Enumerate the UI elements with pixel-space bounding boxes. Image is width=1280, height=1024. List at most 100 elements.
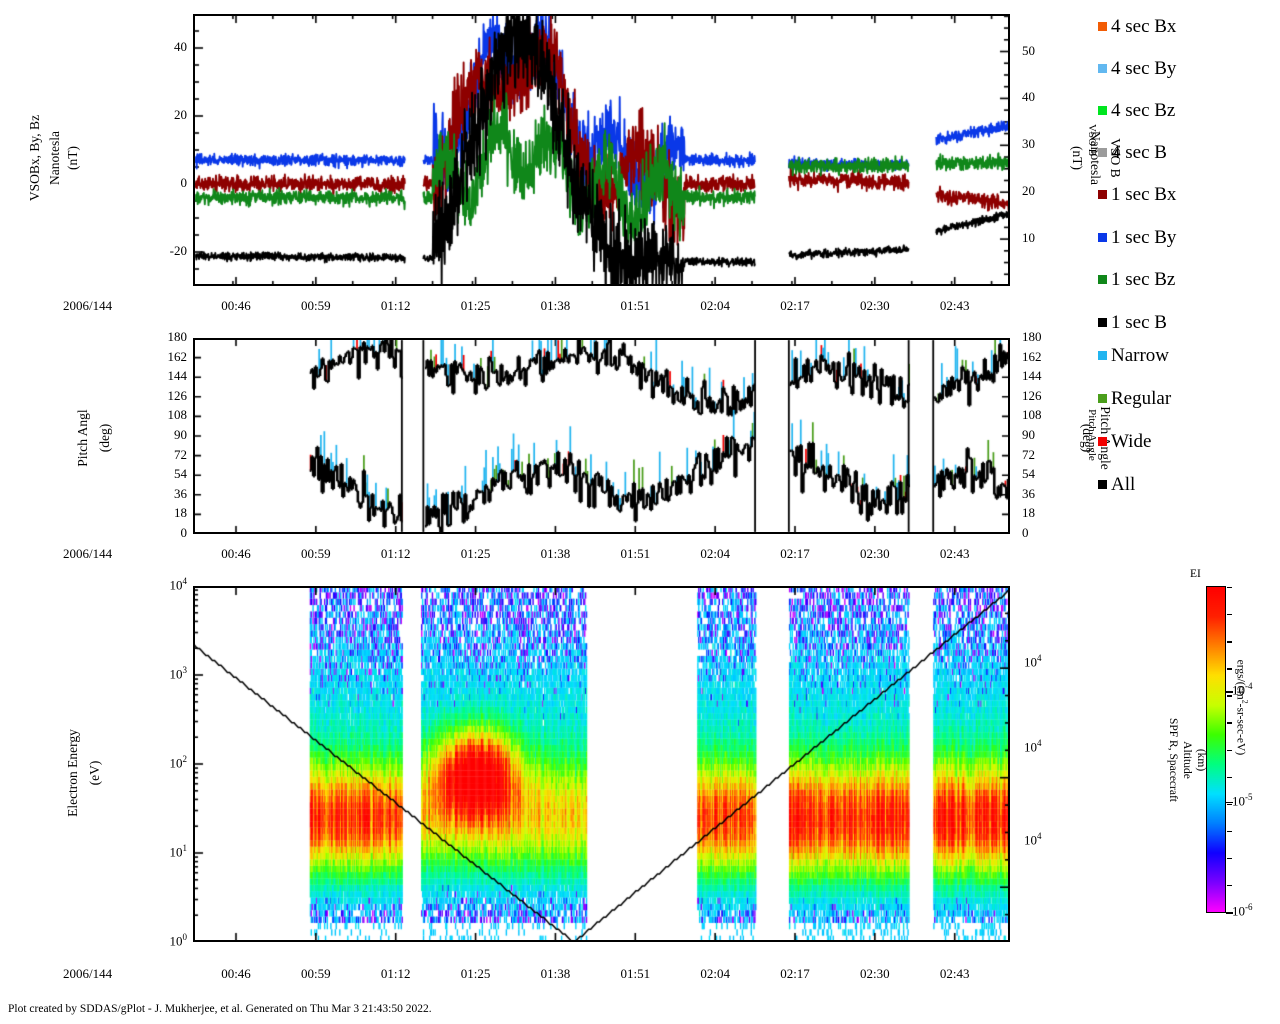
legend-item-4-sec-by[interactable]: 4 sec By bbox=[1098, 59, 1176, 78]
xtick-label: 01:38 bbox=[540, 546, 571, 561]
xtick-label: 01:12 bbox=[380, 966, 411, 981]
colorbar-minor-tick-mark bbox=[1227, 695, 1232, 697]
colorbar-minor-tick-mark bbox=[1227, 912, 1232, 914]
legend-swatch-icon bbox=[1098, 64, 1107, 73]
ytick-label-right: 20 bbox=[1022, 183, 1035, 199]
ytick-label-left: 100 bbox=[169, 932, 188, 949]
legend-item-all[interactable]: All bbox=[1098, 475, 1135, 494]
legend-swatch-icon bbox=[1098, 106, 1107, 115]
colorbar-title: EI bbox=[1190, 568, 1201, 580]
ytick-label-left: 54 bbox=[174, 466, 187, 482]
legend-swatch-icon bbox=[1098, 318, 1107, 327]
legend-item-label: 1 sec Bx bbox=[1111, 184, 1177, 205]
ytick-label-right: 36 bbox=[1022, 485, 1035, 501]
ytick-label-right: 10 bbox=[1022, 230, 1035, 246]
legend-group-label-pitch-angle-text: Pitch Angle bbox=[1086, 409, 1098, 461]
colorbar-minor-tick-mark bbox=[1227, 776, 1232, 778]
legend-swatch-icon bbox=[1098, 275, 1107, 284]
colorbar-tick-label: 10-6 bbox=[1232, 902, 1253, 919]
colorbar-left-label-line2: Altitude bbox=[1181, 741, 1193, 779]
legend-item-label: Wide bbox=[1111, 431, 1152, 452]
spectrogram-ylabel-left: Electron Energy (eV) bbox=[18, 729, 158, 817]
legend-item-label: 1 sec By bbox=[1111, 227, 1177, 248]
xtick-label: 01:25 bbox=[460, 966, 491, 981]
legend-item-label: Narrow bbox=[1111, 345, 1170, 366]
ytick-label-left: 0 bbox=[180, 175, 188, 190]
colorbar-units-suffix: -sr-sec-eV) bbox=[1234, 703, 1247, 756]
legend-swatch-icon bbox=[1098, 190, 1107, 199]
pitch-angle-ylabel-line1: Pitch Angl bbox=[75, 409, 90, 467]
colorbar-units-prefix: ergs/(cm bbox=[1234, 659, 1247, 700]
xtick-label: 01:51 bbox=[620, 298, 651, 313]
ytick-label-left: 101 bbox=[169, 843, 188, 860]
colorbar-tick-mark bbox=[1226, 691, 1233, 693]
xtick-label: 01:38 bbox=[540, 966, 571, 981]
pitch-angle-ylabel-line2: (deg) bbox=[97, 423, 112, 453]
pitch-angle-date-label: 2006/144 bbox=[63, 546, 113, 561]
colorbar-left-label-line1: SPF R, Spacecraft bbox=[1167, 717, 1179, 802]
legend-item-4-sec-bz[interactable]: 4 sec Bz bbox=[1098, 101, 1175, 120]
xtick-label: 02:17 bbox=[780, 298, 810, 313]
ytick-label-left: 108 bbox=[167, 407, 188, 423]
legend-item-1-sec-by[interactable]: 1 sec By bbox=[1098, 228, 1176, 247]
ytick-label-right: 54 bbox=[1022, 466, 1035, 482]
legend-item-4-sec-b[interactable]: 4 sec B bbox=[1098, 143, 1167, 162]
panel-pitch-angle bbox=[193, 338, 1010, 534]
ytick-label-right: 144 bbox=[1022, 368, 1042, 384]
xtick-label: 01:12 bbox=[380, 298, 411, 313]
colorbar-minor-tick-mark bbox=[1227, 830, 1232, 833]
pitch-angle-ylabel-left: Pitch Angl (deg) bbox=[40, 400, 160, 466]
magnetometer-plot-canvas bbox=[193, 14, 1010, 286]
ytick-label-left: 144 bbox=[167, 368, 188, 384]
xtick-label: 02:04 bbox=[700, 966, 730, 981]
colorbar bbox=[1206, 586, 1226, 913]
xtick-label: 02:43 bbox=[939, 546, 970, 561]
legend-swatch-icon bbox=[1098, 351, 1107, 360]
legend-item-1-sec-bz[interactable]: 1 sec Bz bbox=[1098, 270, 1175, 289]
legend-item-wide[interactable]: Wide bbox=[1098, 432, 1151, 451]
ytick-label-right: 40 bbox=[1022, 89, 1035, 105]
spectrogram-date-label: 2006/144 bbox=[63, 966, 113, 981]
xtick-label: 00:59 bbox=[301, 298, 331, 313]
ytick-label-left: 18 bbox=[174, 505, 187, 521]
panel-electron-spectrogram bbox=[193, 586, 1010, 942]
magnetometer-ylabel-left-line1: VSOBx, By, Bz bbox=[27, 114, 42, 202]
xtick-label: 02:04 bbox=[700, 298, 730, 313]
colorbar-tick-label: 10-4 bbox=[1232, 681, 1253, 698]
ytick-label-left: 162 bbox=[167, 348, 188, 364]
xtick-label: 02:43 bbox=[939, 298, 970, 313]
legend-swatch-icon bbox=[1098, 22, 1107, 31]
legend-item-1-sec-bx[interactable]: 1 sec Bx bbox=[1098, 185, 1176, 204]
legend-item-label: 4 sec By bbox=[1111, 58, 1177, 79]
ytick-label-left: 126 bbox=[167, 387, 188, 403]
legend-swatch-icon bbox=[1098, 394, 1107, 403]
legend-item-label: 4 sec Bz bbox=[1111, 100, 1176, 121]
legend-item-4-sec-bx[interactable]: 4 sec Bx bbox=[1098, 17, 1176, 36]
ytick-label-left: 72 bbox=[174, 446, 187, 462]
ytick-label-right: 108 bbox=[1022, 407, 1042, 423]
ytick-label-left: -20 bbox=[169, 243, 187, 258]
xtick-label: 02:17 bbox=[780, 966, 810, 981]
ytick-label-right: 126 bbox=[1022, 387, 1042, 403]
legend-item-label: 4 sec B bbox=[1111, 142, 1167, 163]
legend-item-regular[interactable]: Regular bbox=[1098, 389, 1171, 408]
xtick-label: 01:12 bbox=[380, 546, 411, 561]
xtick-label: 01:25 bbox=[460, 546, 491, 561]
ytick-label-left: 104 bbox=[169, 576, 188, 593]
legend-item-label: 4 sec Bx bbox=[1111, 16, 1177, 37]
ytick-label-right: 104 bbox=[1024, 652, 1042, 669]
legend-group-label-pitch-angle: Pitch Angle bbox=[1072, 409, 1112, 461]
xtick-label: 02:04 bbox=[700, 546, 730, 561]
footer-credit: Plot created by SDDAS/gPlot - J. Mukherj… bbox=[8, 1003, 432, 1015]
legend-item-1-sec-b[interactable]: 1 sec B bbox=[1098, 313, 1167, 332]
colorbar-minor-tick-mark bbox=[1227, 641, 1232, 643]
colorbar-minor-tick-mark bbox=[1227, 749, 1232, 751]
ytick-label-left: 103 bbox=[169, 665, 188, 682]
legend-swatch-icon bbox=[1098, 437, 1107, 446]
legend-swatch-icon bbox=[1098, 233, 1107, 242]
xtick-label: 02:17 bbox=[780, 546, 810, 561]
colorbar-minor-tick-mark bbox=[1227, 803, 1232, 806]
xtick-label: 00:59 bbox=[301, 966, 331, 981]
pitch-angle-plot-canvas bbox=[193, 338, 1010, 534]
legend-item-narrow[interactable]: Narrow bbox=[1098, 346, 1169, 365]
